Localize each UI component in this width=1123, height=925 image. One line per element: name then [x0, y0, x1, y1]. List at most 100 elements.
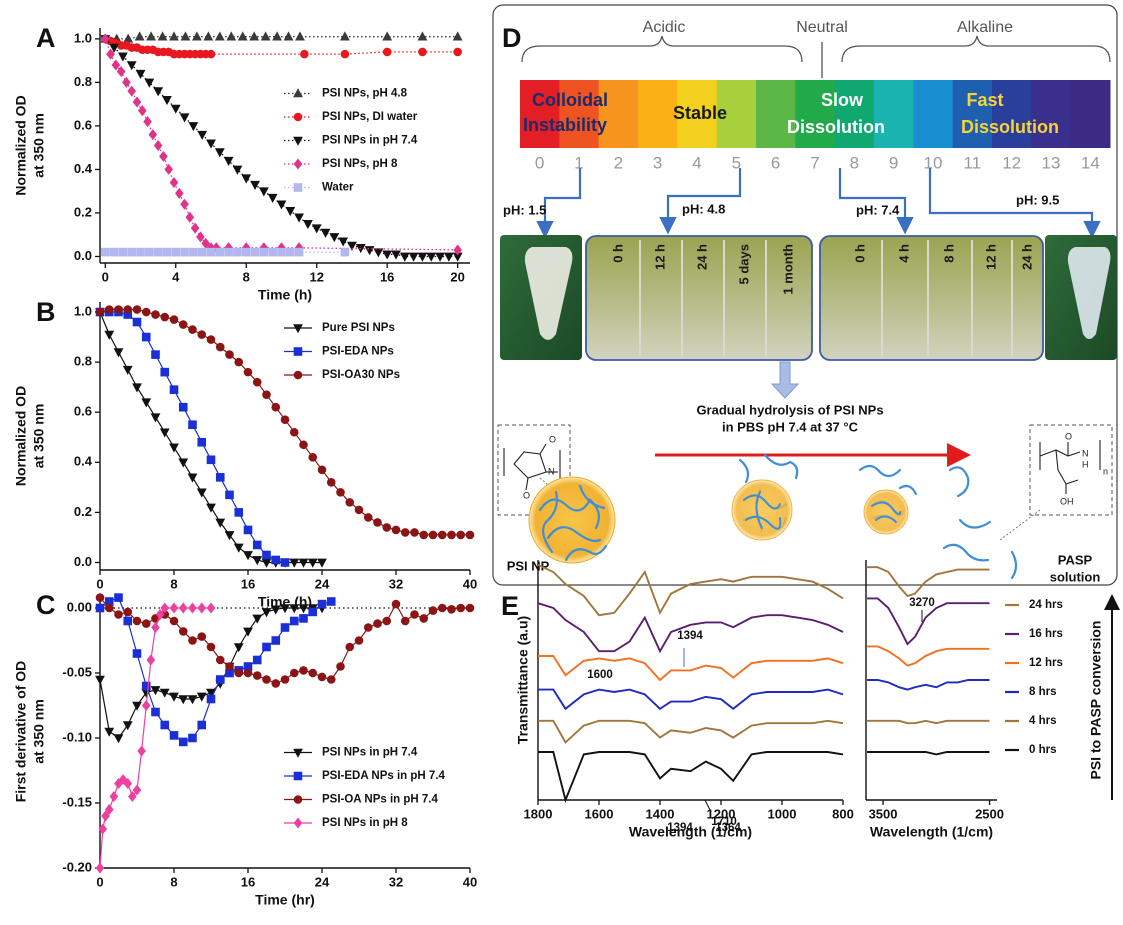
legend-marker [294, 159, 303, 170]
y-tick-label: 0.4 [74, 161, 93, 176]
data-point [224, 248, 233, 257]
data-point [308, 608, 317, 617]
y-tick-label: 1.0 [74, 30, 92, 45]
y-tick-label: 0.2 [74, 204, 92, 219]
data-point [238, 31, 248, 40]
data-point [241, 174, 251, 183]
data-point [96, 593, 105, 602]
legend-marker [294, 818, 303, 829]
data-point [318, 600, 327, 609]
data-point [373, 619, 382, 628]
data-point [382, 617, 391, 626]
data-point [253, 541, 262, 550]
x-axis-title: Time (h) [258, 287, 312, 303]
data-point [418, 48, 427, 57]
data-point [104, 331, 114, 340]
ph-number: 8 [850, 153, 859, 172]
hydrolysis-text: Gradual hydrolysis of PSI NPs [696, 402, 883, 417]
data-point [179, 320, 188, 329]
data-point [110, 791, 119, 802]
data-point [122, 77, 131, 88]
data-point [400, 253, 410, 262]
x-tick-label: 16 [241, 874, 255, 889]
data-point [96, 308, 105, 317]
data-point [154, 248, 163, 257]
x-axis-title: Wavelength (1/cm) [870, 824, 993, 840]
data-point [341, 50, 350, 59]
data-point [233, 248, 242, 257]
x-tick-label: 32 [389, 874, 403, 889]
time-label: 0 h [852, 244, 867, 263]
data-point [226, 31, 236, 40]
data-point [216, 248, 225, 257]
data-point [151, 708, 160, 717]
data-point [355, 506, 364, 515]
y-tick-label: 0.6 [74, 404, 92, 419]
panel-label: A [36, 23, 56, 53]
data-point [123, 366, 133, 375]
data-point [435, 253, 445, 262]
data-point [216, 473, 225, 482]
data-point [295, 248, 304, 257]
data-point [299, 440, 308, 449]
legend-label: PSI-OA NPs in pH 7.4 [322, 794, 438, 806]
legend-marker [293, 324, 303, 333]
data-point [141, 398, 151, 407]
data-point [250, 181, 260, 190]
data-point [132, 702, 142, 711]
data-point [284, 31, 294, 40]
data-point [277, 200, 287, 209]
data-point [118, 52, 128, 61]
data-point [253, 378, 262, 387]
y-tick-label: 0.8 [74, 74, 92, 89]
data-point [207, 695, 216, 704]
y-tick-label: 0.8 [74, 354, 92, 369]
data-point [300, 50, 309, 59]
zone-label: Colloidal [532, 90, 608, 110]
pasp-label: PASP [1058, 552, 1093, 567]
data-point [312, 224, 322, 233]
data-point [117, 66, 126, 77]
data-point [410, 610, 419, 619]
data-point [170, 177, 179, 188]
x-axis-title: Time (hr) [255, 892, 315, 908]
y-tick-label: 0.4 [74, 454, 93, 469]
x-tick-label: 3500 [869, 806, 898, 821]
ph-segment [756, 80, 796, 148]
data-point [114, 348, 124, 357]
data-point [253, 656, 262, 665]
data-point [268, 194, 278, 203]
x-tick-label: 16 [380, 269, 394, 284]
x-tick-label: 1600 [585, 806, 614, 821]
series-line [538, 721, 843, 743]
x-tick-label: 1000 [768, 806, 797, 821]
x-tick-label: 0 [96, 874, 103, 889]
data-point [123, 34, 133, 43]
data-point [142, 308, 151, 317]
data-point [160, 428, 170, 437]
data-point [137, 746, 146, 757]
series-line [867, 646, 989, 665]
data-point [281, 675, 290, 684]
data-point [225, 662, 234, 671]
data-point [153, 87, 163, 96]
np-label: PSI NP [507, 558, 550, 573]
data-point [170, 617, 179, 626]
data-point [447, 531, 456, 540]
y-tick-label: -0.05 [62, 664, 92, 679]
legend-marker [293, 88, 303, 97]
data-point [234, 669, 243, 678]
data-point [253, 671, 262, 680]
data-point [418, 253, 428, 262]
atom-label: H [1082, 459, 1089, 469]
data-point [243, 628, 253, 637]
data-point [225, 350, 234, 359]
data-point [345, 498, 354, 507]
data-point [197, 632, 206, 641]
data-point [142, 619, 151, 628]
y-tick-label: 1.0 [74, 303, 92, 318]
data-point [114, 305, 123, 314]
data-point [216, 343, 225, 352]
data-point [429, 531, 438, 540]
data-point [294, 214, 304, 223]
